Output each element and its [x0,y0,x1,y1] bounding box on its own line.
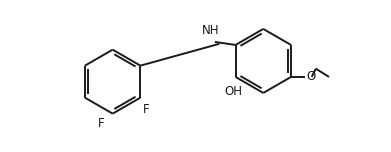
Text: NH: NH [202,24,219,37]
Text: O: O [306,70,315,83]
Text: OH: OH [225,85,243,98]
Text: F: F [98,117,104,130]
Text: F: F [143,103,149,116]
